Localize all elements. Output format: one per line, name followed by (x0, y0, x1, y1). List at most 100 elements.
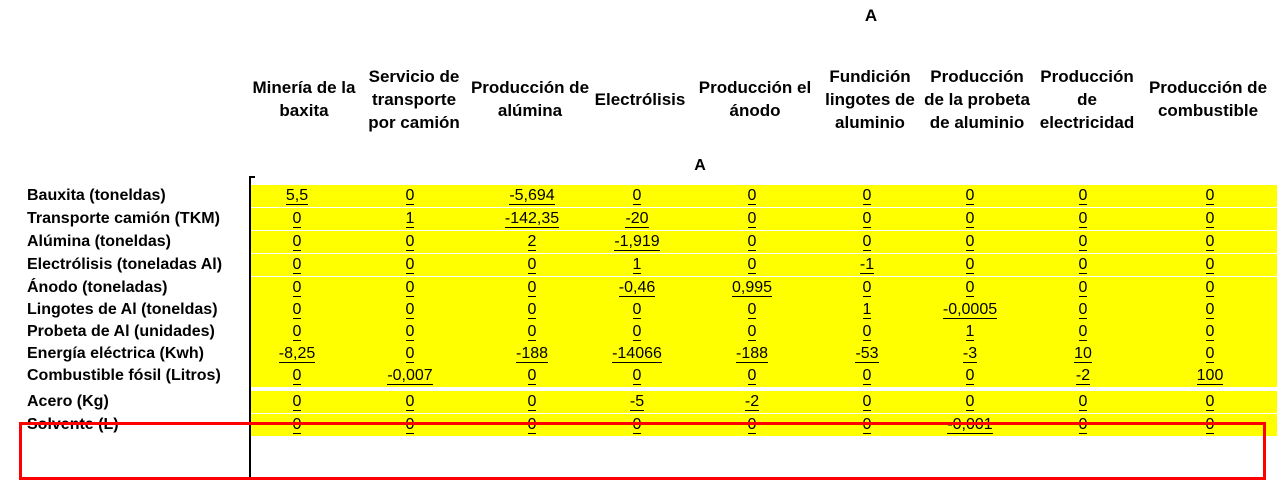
row-highlight-fill (251, 231, 1277, 253)
row-highlight-fill (251, 343, 1277, 365)
cell-value: 0 (527, 323, 537, 341)
table-cell: 1 (822, 299, 912, 321)
cell-value: 0 (1078, 301, 1088, 319)
cell-value: 0 (632, 301, 642, 319)
table-cell: 0 (822, 185, 912, 207)
column-header: Minería de la baxita (252, 78, 356, 120)
column-header: Fundición lingotes de aluminio (825, 66, 915, 132)
column-header: Electrólisis (594, 89, 686, 109)
table-row: Lingotes de Al (toneldas) 0 0 0 0 0 1 -0,0005 0 0 (0, 299, 1277, 321)
table-cell: 0 (707, 208, 797, 230)
cell-value: 0 (965, 210, 975, 228)
table-cell: 0 (707, 321, 797, 343)
column-header: Servicio de transporte por camión (368, 66, 460, 132)
cell-value: -142,35 (504, 210, 560, 228)
cell-value: 0 (1205, 279, 1215, 297)
table-cell: 0 (925, 254, 1015, 276)
cell-value: 0 (1205, 210, 1215, 228)
table-cell: 0 (822, 231, 912, 253)
cell-value: 5,5 (285, 187, 309, 205)
table-cell: 0 (592, 321, 682, 343)
table-cell: 0 (365, 254, 455, 276)
table-cell: 0 (252, 321, 342, 343)
cell-value: -3 (962, 345, 978, 363)
cell-value: 0 (965, 279, 975, 297)
table-row: Transporte camión (TKM) 0 1 -142,35 -20 0 0 0 0 0 (0, 208, 1277, 230)
column-header: Producción de alúmina (470, 78, 590, 120)
table-cell: -53 (822, 343, 912, 365)
cell-value: 0 (527, 256, 537, 274)
table-cell: 0 (487, 254, 577, 276)
cell-value: 0 (1078, 256, 1088, 274)
cell-value: 0 (862, 279, 872, 297)
table-cell: 0 (1165, 391, 1255, 413)
table-cell: 0 (1038, 254, 1128, 276)
row-label: Probeta de Al (unidades) (27, 323, 215, 340)
table-row: Ánodo (toneladas) 0 0 0 -0,46 0,995 0 0 0 0 (0, 277, 1277, 299)
cell-value: 0 (1205, 187, 1215, 205)
cell-value: 0 (965, 233, 975, 251)
table-cell: -1 (822, 254, 912, 276)
cell-value: 0 (862, 323, 872, 341)
cell-value: -8,25 (278, 345, 316, 363)
cell-value: 0 (292, 323, 302, 341)
cell-value: 0 (747, 323, 757, 341)
cell-value: 0 (527, 393, 537, 411)
table-cell: 0 (592, 299, 682, 321)
table-cell: 0 (252, 365, 342, 387)
cell-value: 1 (632, 256, 642, 274)
cell-value: 0 (747, 233, 757, 251)
row-highlight-fill (251, 414, 1277, 436)
table-cell: 0 (252, 254, 342, 276)
table-cell: 0 (925, 185, 1015, 207)
table-cell: 0 (707, 299, 797, 321)
table-cell: 0 (487, 391, 577, 413)
cell-value: -53 (855, 345, 879, 363)
table-cell: 0 (365, 391, 455, 413)
cell-value: 0 (1205, 233, 1215, 251)
cell-value: -188 (515, 345, 549, 363)
cell-value: 0 (527, 279, 537, 297)
table-row: Bauxita (toneldas) 5,5 0 -5,694 0 0 0 0 0 0 (0, 185, 1277, 207)
row-label: Electrólisis (toneladas Al) (27, 256, 223, 273)
table-cell: 0 (252, 299, 342, 321)
table-cell: 0 (252, 391, 342, 413)
cell-value: 0 (1078, 187, 1088, 205)
table-cell: 0 (365, 277, 455, 299)
table-cell: 100 (1165, 365, 1255, 387)
table-row: Alúmina (toneldas) 0 0 2 -1,919 0 0 0 0 0 (0, 231, 1277, 253)
row-highlight-fill (251, 321, 1277, 343)
cell-value: -1 (859, 256, 875, 274)
table-cell: 0 (1038, 231, 1128, 253)
cell-value: 0 (1205, 345, 1215, 363)
table-row: Energía eléctrica (Kwh) -8,25 0 -188 -14066 -… (0, 343, 1277, 365)
cell-value: 100 (1196, 367, 1224, 385)
cell-value: 0 (527, 301, 537, 319)
cell-value: 0 (405, 345, 415, 363)
table-cell: -188 (707, 343, 797, 365)
cell-value: 10 (1074, 345, 1092, 363)
table-cell: 0 (925, 365, 1015, 387)
table-cell: 0 (365, 343, 455, 365)
column-header: Producción de electricidad (1039, 66, 1135, 132)
cell-value: 0 (1205, 301, 1215, 319)
cell-value: 0 (747, 187, 757, 205)
cell-value: -14066 (612, 345, 662, 363)
table-cell: 0 (1038, 277, 1128, 299)
cell-value: 0 (1078, 233, 1088, 251)
table-cell: 0 (487, 321, 577, 343)
cell-value: 0 (1078, 393, 1088, 411)
table-cell: 0 (1165, 185, 1255, 207)
cell-value: 0 (862, 210, 872, 228)
cell-value: 0 (527, 367, 537, 385)
table-cell: -0,007 (365, 365, 455, 387)
cell-value: 0 (965, 256, 975, 274)
cell-value: 0 (1078, 210, 1088, 228)
table-cell: -1,919 (592, 231, 682, 253)
table-cell: 0 (1165, 343, 1255, 365)
cell-value: -5,694 (509, 187, 555, 205)
table-cell: 0 (925, 208, 1015, 230)
table-cell: 0 (1165, 208, 1255, 230)
cell-value: -2 (1075, 367, 1091, 385)
table-cell: 0 (925, 231, 1015, 253)
